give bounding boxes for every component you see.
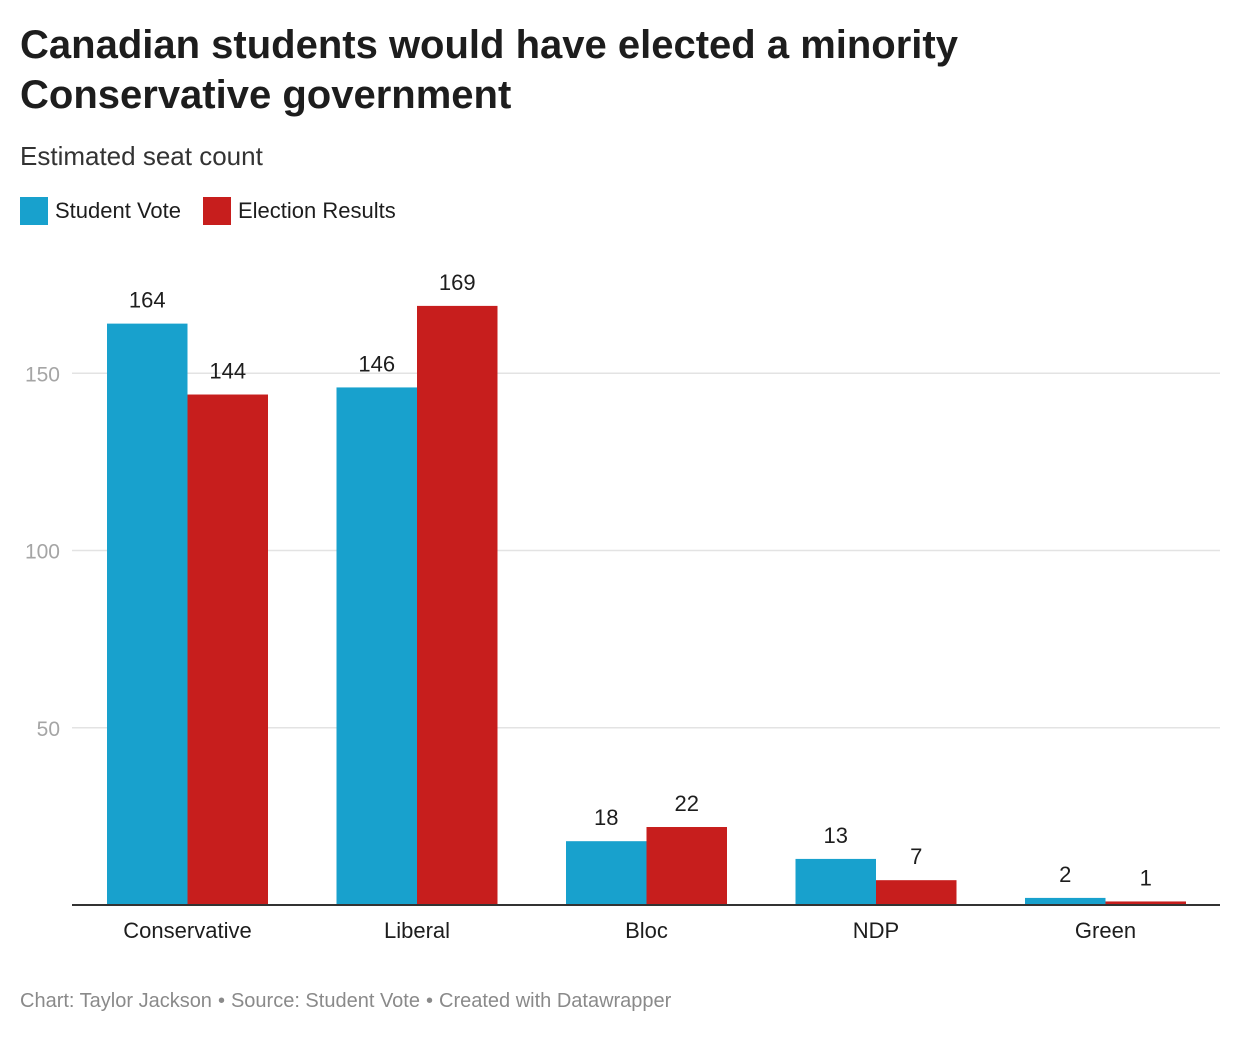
data-label-green-election-results: 1: [1140, 865, 1152, 890]
legend-label-student-vote: Student Vote: [55, 198, 181, 223]
y-tick-label-150: 150: [25, 363, 60, 386]
bar-liberal-election-results: [417, 305, 498, 905]
footer-source: Source: Student Vote: [230, 990, 420, 1012]
bar-bloc-student-vote: [566, 841, 647, 905]
data-label-liberal-student-vote: 146: [358, 351, 395, 376]
bar-conservative-election-results: [187, 394, 268, 905]
bar-chart: 50 100 150 164 144 Conservative 146 169 Liberal 1…: [25, 270, 1220, 943]
data-label-conservative-student-vote: 164: [129, 288, 166, 313]
chart-title: Canadian students would have elected a m…: [20, 23, 958, 117]
bar-bloc-election-results: [646, 827, 727, 905]
legend: Student Vote Election Results: [20, 196, 418, 226]
footer-tool: Created with Datawrapper: [439, 990, 672, 1012]
footer-separator: •: [425, 990, 433, 1012]
legend-swatch-student-vote: [20, 197, 48, 225]
data-label-green-student-vote: 2: [1059, 862, 1071, 887]
x-tick-label-green: Green: [1075, 918, 1136, 943]
legend-item-election-results: Election Results: [203, 197, 396, 225]
bar-ndp-student-vote: [795, 858, 876, 905]
data-label-bloc-election-results: 22: [675, 791, 699, 816]
bar-green-student-vote: [1025, 897, 1106, 905]
data-label-ndp-election-results: 7: [910, 844, 922, 869]
data-label-liberal-election-results: 169: [439, 270, 476, 295]
y-tick-label-100: 100: [25, 541, 60, 564]
bar-ndp-election-results: [876, 880, 957, 905]
y-tick-label-50: 50: [37, 718, 60, 741]
legend-item-student-vote: Student Vote: [20, 197, 181, 225]
data-label-ndp-student-vote: 13: [824, 823, 848, 848]
data-label-conservative-election-results: 144: [209, 359, 246, 384]
footer-chart-credit: Chart: Taylor Jackson: [20, 990, 212, 1012]
data-label-bloc-student-vote: 18: [594, 805, 618, 830]
x-tick-label-ndp: NDP: [853, 918, 899, 943]
chart-subtitle: Estimated seat count: [20, 141, 263, 171]
legend-label-election-results: Election Results: [238, 198, 396, 223]
bar-conservative-student-vote: [107, 323, 188, 905]
x-tick-label-bloc: Bloc: [625, 918, 668, 943]
x-tick-label-liberal: Liberal: [384, 918, 450, 943]
x-tick-label-conservative: Conservative: [123, 918, 251, 943]
bar-green-election-results: [1105, 901, 1186, 905]
footer-separator: •: [217, 990, 225, 1012]
legend-swatch-election-results: [203, 197, 231, 225]
bar-liberal-student-vote: [336, 387, 417, 905]
footer: Chart: Taylor Jackson • Source: Student Vo…: [20, 990, 671, 1013]
